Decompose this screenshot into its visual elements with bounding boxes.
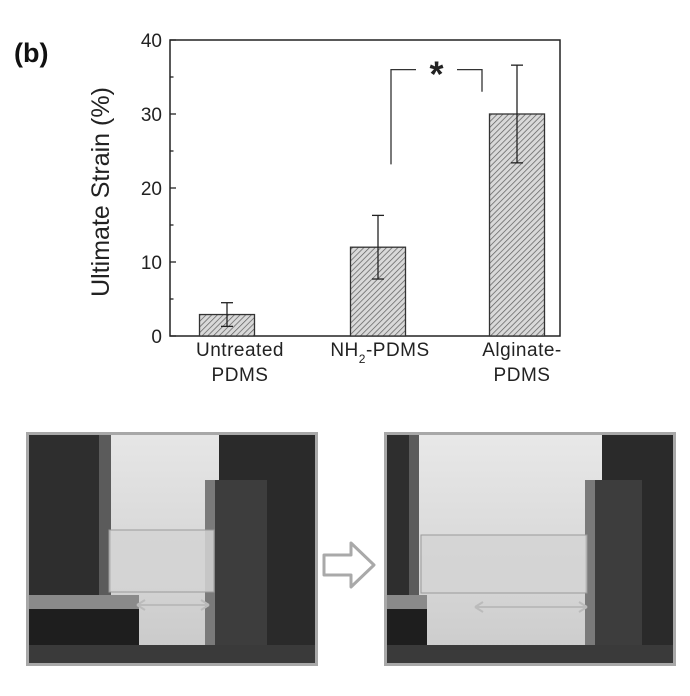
sample-after-stretch-photo — [384, 432, 676, 666]
significance-bracket-left — [390, 68, 416, 165]
y-tick-label: 0 — [151, 327, 162, 348]
y-tick-label: 30 — [141, 105, 162, 126]
panel-label: (b) — [14, 38, 49, 68]
y-axis-label: Ultimate Strain (%) — [87, 87, 115, 297]
y-tick-label: 40 — [141, 31, 162, 52]
category-label: Alginate-PDMS — [482, 340, 562, 386]
category-label: NH2-PDMS — [330, 340, 429, 366]
y-tick-label: 20 — [141, 179, 162, 200]
right-arrow-icon — [322, 541, 376, 589]
bar-chart: 0 10 20 30 40 Ultimate Strain (%) Untreated PDM… — [87, 31, 562, 386]
significance-bracket-right — [457, 68, 483, 92]
sample-before-stretch-photo — [26, 432, 318, 666]
significance-marker: * — [429, 54, 443, 95]
category-label: Untreated PDMS — [196, 340, 284, 386]
y-tick-label: 10 — [141, 253, 162, 274]
